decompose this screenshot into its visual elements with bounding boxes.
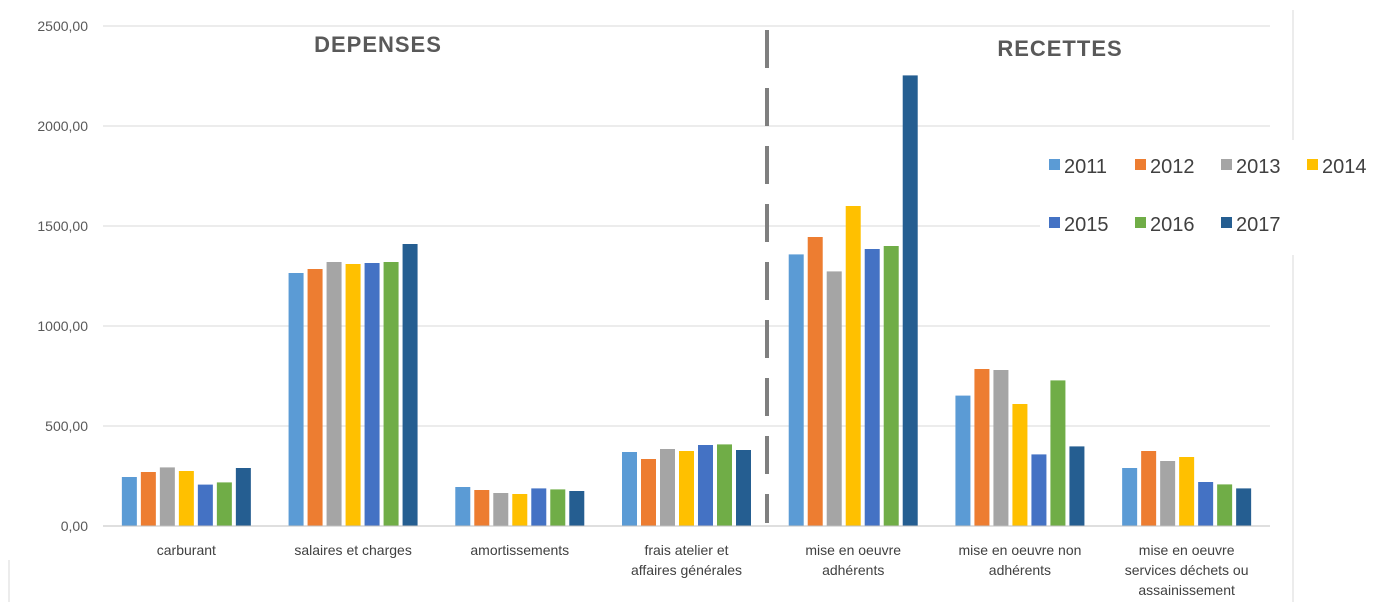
x-tick-label: mise en oeuvre non adhérents xyxy=(958,542,1081,578)
bar xyxy=(383,262,399,526)
bar xyxy=(993,370,1009,526)
bar xyxy=(826,271,842,526)
bars xyxy=(121,75,1252,527)
legend-label: 2013 xyxy=(1236,156,1281,178)
bar xyxy=(1031,454,1047,526)
bar xyxy=(326,262,342,526)
bar xyxy=(698,445,713,526)
bar xyxy=(955,395,971,526)
bar xyxy=(493,493,509,526)
y-tick-label: 1000,00 xyxy=(37,318,88,334)
y-tick-label: 2000,00 xyxy=(37,118,88,134)
bar xyxy=(845,206,861,526)
bar xyxy=(121,477,137,526)
x-tick-label: mise en oeuvre services déchets ou assaini… xyxy=(1125,542,1249,598)
bar xyxy=(178,471,194,526)
bar xyxy=(1122,468,1138,526)
x-tick-label: frais atelier et affaires générales xyxy=(631,542,742,578)
bar xyxy=(641,459,656,526)
bar xyxy=(531,488,547,526)
bar xyxy=(197,484,213,526)
legend-label: 2017 xyxy=(1236,214,1281,236)
legend-label: 2014 xyxy=(1322,156,1367,178)
x-tick-label: amortissements xyxy=(470,542,569,558)
bar xyxy=(288,273,304,526)
bar xyxy=(474,490,490,526)
bar xyxy=(140,472,156,526)
bar xyxy=(717,444,732,526)
bar xyxy=(864,249,880,526)
bar xyxy=(1141,451,1157,526)
bar xyxy=(974,369,990,526)
bar xyxy=(736,450,751,526)
x-axis-category-labels: carburant salaires et charges amortissemen… xyxy=(157,542,1249,598)
recettes-label: RECETTES xyxy=(997,36,1122,61)
bar xyxy=(1069,446,1085,526)
legend-swatch xyxy=(1307,159,1318,170)
bar xyxy=(1179,457,1195,526)
y-axis-tick-labels: 0,00 500,00 1000,00 1500,00 2000,00 2500,00 xyxy=(37,18,88,534)
y-tick-label: 1500,00 xyxy=(37,218,88,234)
bar xyxy=(1050,380,1066,526)
bar xyxy=(402,244,418,526)
legend-swatch xyxy=(1221,159,1232,170)
bar xyxy=(235,468,251,526)
depenses-label: DEPENSES xyxy=(314,32,442,57)
y-tick-label: 2500,00 xyxy=(37,18,88,34)
x-tick-label: mise en oeuvre adhérents xyxy=(805,542,901,578)
bar xyxy=(159,467,175,526)
bar xyxy=(1160,461,1176,526)
bar xyxy=(364,263,380,526)
bar xyxy=(1236,488,1252,526)
x-tick-label: salaires et charges xyxy=(294,542,412,558)
y-tick-label: 500,00 xyxy=(45,418,88,434)
bar xyxy=(883,246,899,526)
legend-swatch xyxy=(1049,217,1060,228)
legend-label: 2012 xyxy=(1150,156,1195,178)
bar xyxy=(807,237,823,526)
legend: 2011 2012 2013 2014 2015 2016 2017 xyxy=(1040,150,1388,254)
bar xyxy=(788,254,804,526)
bar xyxy=(1012,404,1028,526)
bar xyxy=(660,449,675,526)
bar xyxy=(902,75,918,527)
bar xyxy=(216,482,232,526)
bar xyxy=(1217,484,1233,526)
bar xyxy=(569,491,585,526)
bar xyxy=(307,269,323,526)
y-tick-label: 0,00 xyxy=(61,518,88,534)
bar xyxy=(622,452,637,526)
legend-label: 2015 xyxy=(1064,214,1109,236)
bar xyxy=(345,264,361,526)
bar xyxy=(1198,482,1214,526)
legend-label: 2016 xyxy=(1150,214,1195,236)
legend-swatch xyxy=(1221,217,1232,228)
bar xyxy=(512,494,528,526)
legend-swatch xyxy=(1135,217,1146,228)
legend-background xyxy=(1040,150,1388,254)
legend-label: 2011 xyxy=(1064,156,1107,178)
legend-swatch xyxy=(1049,159,1060,170)
legend-swatch xyxy=(1135,159,1146,170)
bar xyxy=(550,489,566,526)
bar xyxy=(679,451,694,526)
bar xyxy=(455,487,471,526)
x-tick-label: carburant xyxy=(157,542,216,558)
